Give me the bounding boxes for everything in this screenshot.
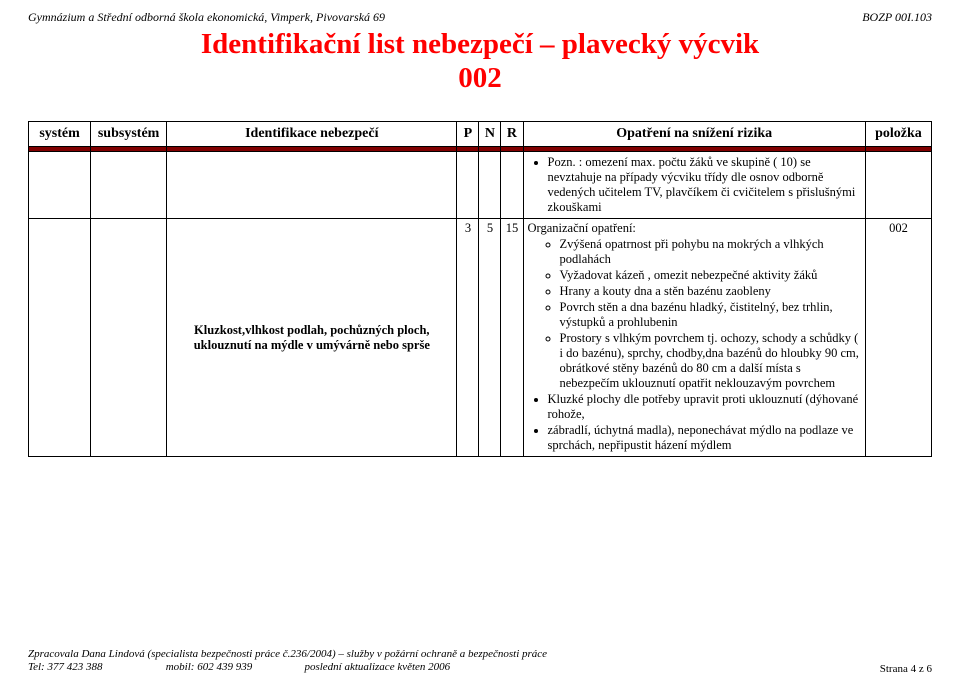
cell-empty xyxy=(865,152,931,219)
measures-extra-list: Kluzké plochy dle potřeby upravit proti … xyxy=(528,392,861,453)
cell-p: 3 xyxy=(457,219,479,457)
measure-item: Zvýšená opatrnost při pohybu na mokrých … xyxy=(560,237,861,267)
title-line2: 002 xyxy=(28,61,932,95)
footer-author: Zpracovala Dana Lindová (specialista bez… xyxy=(28,648,547,662)
col-header-measures: Opatření na snížení rizika xyxy=(523,122,865,147)
document-title: Identifikační list nebezpečí – plavecký … xyxy=(28,27,932,95)
header-left: Gymnázium a Střední odborná škola ekonom… xyxy=(28,10,385,25)
cell-empty xyxy=(167,152,457,219)
footer-left: Zpracovala Dana Lindová (specialista bez… xyxy=(28,648,547,676)
col-header-item: položka xyxy=(865,122,931,147)
col-header-system: systém xyxy=(29,122,91,147)
measure-item: Vyžadovat kázeň , omezit nebezpečné akti… xyxy=(560,268,861,283)
footer-mobil: mobil: 602 439 939 xyxy=(166,661,252,673)
measure-item: Prostory s vlhkým povrchem tj. ochozy, s… xyxy=(560,331,861,391)
page-number: 4 z 6 xyxy=(911,663,932,675)
cell-subsystem xyxy=(91,219,167,457)
cell-system xyxy=(29,219,91,457)
carry-over-measures: Pozn. : omezení max. počtu žáků ve skupi… xyxy=(523,152,865,219)
col-header-p: P xyxy=(457,122,479,147)
cell-empty xyxy=(479,152,501,219)
cell-r: 15 xyxy=(501,219,523,457)
col-header-n: N xyxy=(479,122,501,147)
cell-empty xyxy=(457,152,479,219)
measure-item: Hrany a kouty dna a stěn bazénu zaobleny xyxy=(560,284,861,299)
cell-empty xyxy=(501,152,523,219)
measure-extra-item: Kluzké plochy dle potřeby upravit proti … xyxy=(548,392,861,422)
footer-update: poslední aktualizace květen 2006 xyxy=(304,661,450,673)
title-line1: Identifikační list nebezpečí – plavecký … xyxy=(201,28,759,60)
measure-extra-item: zábradlí, úchytná madla), neponechávat m… xyxy=(548,423,861,453)
col-header-identification: Identifikace nebezpečí xyxy=(167,122,457,147)
hazard-table: systém subsystém Identifikace nebezpečí … xyxy=(28,121,932,457)
measures-intro: Organizační opatření: xyxy=(528,221,636,235)
footer-contact: Tel: 377 423 388 mobil: 602 439 939 posl… xyxy=(28,661,547,675)
measure-item: Povrch stěn a dna bazénu hladký, čistite… xyxy=(560,300,861,330)
cell-empty xyxy=(91,152,167,219)
footer-tel: Tel: 377 423 388 xyxy=(28,661,102,673)
table-header-row: systém subsystém Identifikace nebezpečí … xyxy=(29,122,932,147)
header-right: BOZP 00I.103 xyxy=(862,10,932,25)
footer-right: Strana 4 z 6 xyxy=(880,663,932,675)
page-label: Strana xyxy=(880,663,908,675)
table-row: Kluzkost,vlhkost podlah, pochůzných ploc… xyxy=(29,219,932,457)
cell-measures: Organizační opatření: Zvýšená opatrnost … xyxy=(523,219,865,457)
carry-over-row: Pozn. : omezení max. počtu žáků ve skupi… xyxy=(29,152,932,219)
cell-identification: Kluzkost,vlhkost podlah, pochůzných ploc… xyxy=(167,219,457,457)
cell-item: 002 xyxy=(865,219,931,457)
col-header-subsystem: subsystém xyxy=(91,122,167,147)
running-header: Gymnázium a Střední odborná škola ekonom… xyxy=(28,10,932,25)
hazard-table-wrap: systém subsystém Identifikace nebezpečí … xyxy=(28,121,932,457)
carry-over-bullet: Pozn. : omezení max. počtu žáků ve skupi… xyxy=(548,155,861,215)
cell-empty xyxy=(29,152,91,219)
measures-list: Zvýšená opatrnost při pohybu na mokrých … xyxy=(528,237,861,391)
cell-n: 5 xyxy=(479,219,501,457)
running-footer: Zpracovala Dana Lindová (specialista bez… xyxy=(28,648,932,676)
col-header-r: R xyxy=(501,122,523,147)
